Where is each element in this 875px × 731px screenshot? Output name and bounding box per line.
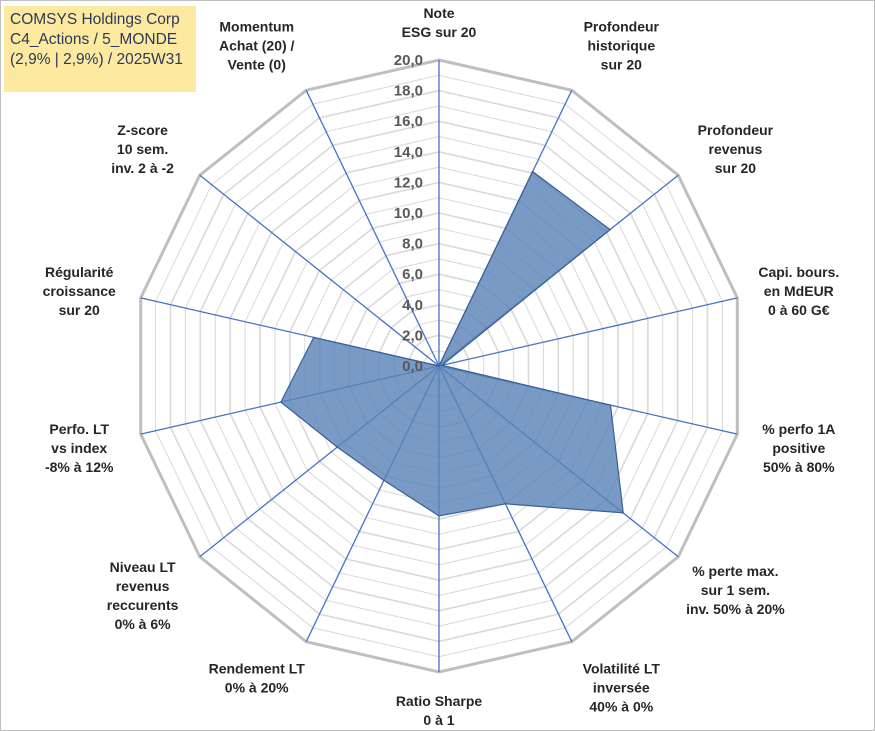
axis-label-line: ESG sur 20: [402, 24, 477, 40]
series-point: [441, 364, 443, 367]
axis-label-line: sur 20: [715, 160, 756, 176]
axis-label-line: sur 20: [59, 302, 100, 318]
series-point: [280, 401, 282, 403]
axis-label-line: Achat (20) /: [219, 38, 295, 54]
series-point: [609, 404, 612, 407]
axis-label: Profondeur historique sur 20: [584, 19, 660, 73]
axis-label: Z-score 10 sem. inv. 2 à -2: [111, 122, 174, 176]
tick-label: 18,0: [394, 83, 423, 100]
axis-label-line: 0 à 60 G€: [768, 302, 830, 318]
tick-label: 10,0: [394, 205, 423, 222]
axis-label-line: Capi. bours.: [758, 264, 839, 280]
tick-label: 12,0: [394, 174, 423, 191]
axis-label-line: Profondeur: [698, 122, 774, 138]
axis-label-line: Perfo. LT: [49, 421, 109, 437]
axis-label-line: Note: [423, 5, 454, 21]
tick-label: 0,0: [402, 358, 423, 375]
axis-label-line: % perte max.: [692, 563, 778, 579]
axis-label-line: 10 sem.: [117, 141, 168, 157]
series-point: [504, 503, 507, 505]
axis-label-line: inversée: [593, 680, 650, 696]
axis-label: % perfo 1A positive 50% à 80%: [762, 421, 835, 475]
axis-label-line: inv. 50% à 20%: [686, 601, 785, 617]
axis-label-line: % perfo 1A: [762, 421, 835, 437]
axis-label-line: 40% à 0%: [589, 699, 653, 715]
series-point: [438, 365, 440, 367]
series-point: [609, 228, 611, 231]
axis-label: Momentum Achat (20) / Vente (0): [219, 19, 295, 73]
tick-label: 20,0: [394, 52, 423, 69]
axis-spoke: [199, 174, 440, 367]
axis-label-line: sur 1 sem.: [701, 582, 770, 598]
tick-label: 6,0: [402, 266, 423, 283]
series-point: [312, 336, 315, 339]
series-area: [280, 170, 624, 517]
tick-layer: 0,0 2,0 4,0 6,0 8,0 10,0 12,0 14,0 16,0 18,0 20,0: [394, 52, 423, 375]
tick-label: 4,0: [402, 297, 423, 314]
axis-label-line: sur 20: [601, 57, 642, 73]
tick-label: 8,0: [402, 236, 423, 253]
series-point: [531, 170, 534, 173]
axis-label: Volatilité LT inversée 40% à 0%: [583, 661, 661, 715]
axis-label: Note ESG sur 20: [402, 5, 477, 40]
axis-label-line: -8% à 12%: [45, 459, 114, 475]
title-box: COMSYS Holdings Corp C4_Actions / 5_MOND…: [4, 6, 196, 92]
axis-label: Régularité croissance sur 20: [43, 264, 116, 318]
axis-label-line: 50% à 80%: [763, 459, 835, 475]
axis-label-line: Rendement LT: [209, 661, 306, 677]
series-layer: [280, 170, 624, 517]
axis-label-line: reccurents: [107, 597, 179, 613]
axis-label-line: revenus: [709, 141, 763, 157]
axis-label-line: historique: [587, 38, 655, 54]
series-point: [438, 515, 440, 517]
axis-label: % perte max. sur 1 sem. inv. 50% à 20%: [686, 563, 785, 617]
axis-label: Capi. bours. en MdEUR 0 à 60 G€: [758, 264, 839, 318]
axis-label: Rendement LT 0% à 20%: [209, 661, 306, 696]
axis-label: Ratio Sharpe 0 à 1: [396, 693, 483, 728]
axis-label-line: en MdEUR: [764, 283, 834, 299]
axis-label-line: positive: [772, 440, 825, 456]
axis-label-line: Niveau LT: [110, 559, 176, 575]
axis-label-line: croissance: [43, 283, 116, 299]
axis-label-line: Régularité: [45, 264, 114, 280]
axis-label-line: Ratio Sharpe: [396, 693, 483, 709]
title-line-2: C4_Actions / 5_MONDE: [10, 31, 178, 48]
axis-label-line: inv. 2 à -2: [111, 160, 174, 176]
axis-label: Perfo. LT vs index -8% à 12%: [45, 421, 114, 475]
axis-label-line: 0 à 1: [423, 712, 454, 728]
axis-label-line: 0% à 6%: [115, 616, 172, 632]
series-point: [383, 479, 385, 482]
title-line-1: COMSYS Holdings Corp: [10, 11, 180, 28]
axis-spoke: [438, 297, 738, 367]
tick-label: 14,0: [394, 144, 423, 161]
title-line-3: (2,9% | 2,9%) / 2025W31: [10, 51, 183, 68]
axis-label-line: revenus: [116, 578, 170, 594]
axis-label-line: Z-score: [117, 122, 168, 138]
label-layer: Note ESG sur 20 Profondeur historique sur 20…: [43, 5, 840, 728]
axis-label-line: Volatilité LT: [583, 661, 661, 677]
axis-label-line: 0% à 20%: [225, 680, 289, 696]
series-point: [336, 446, 339, 448]
tick-label: 16,0: [394, 113, 423, 130]
axis-label: Niveau LT revenus reccurents 0% à 6%: [107, 559, 179, 632]
series-point: [622, 512, 624, 514]
axis-label-line: Vente (0): [228, 57, 286, 73]
tick-label: 2,0: [402, 327, 423, 344]
axis-label: Profondeur revenus sur 20: [698, 122, 774, 176]
axis-label-line: Momentum: [219, 19, 294, 35]
axis-label-line: Profondeur: [584, 19, 660, 35]
axis-label-line: vs index: [51, 440, 107, 456]
axis-spoke: [305, 90, 440, 367]
